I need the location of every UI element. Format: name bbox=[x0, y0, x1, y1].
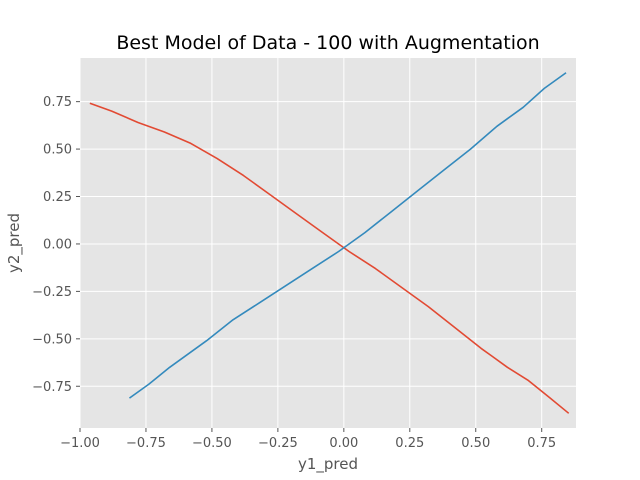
y-tick-label: −0.75 bbox=[32, 380, 72, 395]
y-tick-label: −0.25 bbox=[32, 285, 72, 300]
x-tick-label: −0.25 bbox=[258, 436, 298, 451]
y-tick-label: −0.50 bbox=[32, 332, 72, 347]
series-line-blue bbox=[128, 72, 567, 399]
x-tick-label: −0.50 bbox=[192, 436, 232, 451]
x-tick-label: 0.25 bbox=[395, 436, 424, 451]
y-axis-ticks: −0.75 −0.50 −0.25 0.00 0.25 0.50 0.75 bbox=[32, 95, 80, 395]
x-tick-label: −0.75 bbox=[126, 436, 166, 451]
series-line-red bbox=[89, 102, 570, 414]
y-tick-label: 0.75 bbox=[43, 95, 72, 110]
x-tick-label: −1.00 bbox=[60, 436, 100, 451]
x-tick-label: 0.50 bbox=[461, 436, 490, 451]
y-tick-label: 0.50 bbox=[43, 143, 72, 158]
chart-title: Best Model of Data - 100 with Augmentati… bbox=[116, 32, 539, 54]
x-tick-label: 0.00 bbox=[329, 436, 358, 451]
y-axis-label: y2_pred bbox=[5, 213, 24, 273]
series-lines bbox=[89, 72, 570, 414]
x-axis-label: y1_pred bbox=[298, 455, 358, 474]
y-tick-label: 0.00 bbox=[43, 237, 72, 252]
x-tick-label: 0.75 bbox=[527, 436, 556, 451]
plot-area-background bbox=[80, 58, 576, 428]
grid-lines bbox=[79, 58, 576, 428]
x-axis-ticks: −1.00 −0.75 −0.50 −0.25 0.00 0.25 0.50 0.75 bbox=[60, 428, 556, 451]
y-tick-label: 0.25 bbox=[43, 190, 72, 205]
